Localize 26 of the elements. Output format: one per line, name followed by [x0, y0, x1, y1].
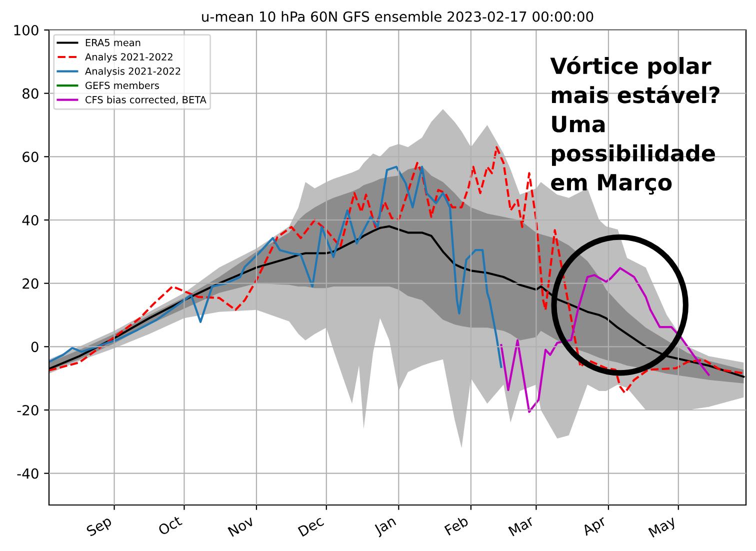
x-tick-label: Nov [228, 515, 255, 537]
x-tick-label: Jan [372, 516, 398, 538]
y-tick-label: 20 [22, 278, 38, 289]
x-tick-label: May [648, 515, 678, 540]
legend-label: Analysis 2021-2022 [85, 67, 180, 77]
legend-label: GEFS members [86, 82, 159, 90]
line-series [49, 166, 502, 368]
x-tick-label: Feb [444, 515, 469, 536]
legend-label: CFS bias corrected, BETA [86, 96, 206, 104]
y-tick-label: 40 [22, 214, 38, 226]
x-tick-label: Dec [298, 516, 324, 537]
x-tick-label: Mar [508, 515, 535, 536]
y-tick-label: 0 [31, 342, 38, 352]
chart-title: u-mean 10 hPa 60N GFS ensemble 2023-02-17 00:00:00 [202, 11, 594, 22]
x-tick-label: Oct [157, 515, 183, 536]
line-series [500, 267, 710, 413]
y-tick-label: 60 [22, 152, 38, 162]
legend-label: ERA5 mean [86, 39, 140, 46]
y-tick-label: -20 [17, 404, 38, 416]
x-tick-label: Sep [86, 515, 114, 539]
x-tick-label: Apr [581, 515, 608, 538]
annotation: Vórtice polar mais estável? Uma possibilidade em Março [550, 56, 720, 195]
y-tick-label: 100 [14, 24, 38, 36]
y-tick-label: 80 [22, 88, 38, 99]
legend-label: Analys 2021-2022 [85, 53, 172, 62]
y-tick-label: -40 [17, 468, 38, 479]
